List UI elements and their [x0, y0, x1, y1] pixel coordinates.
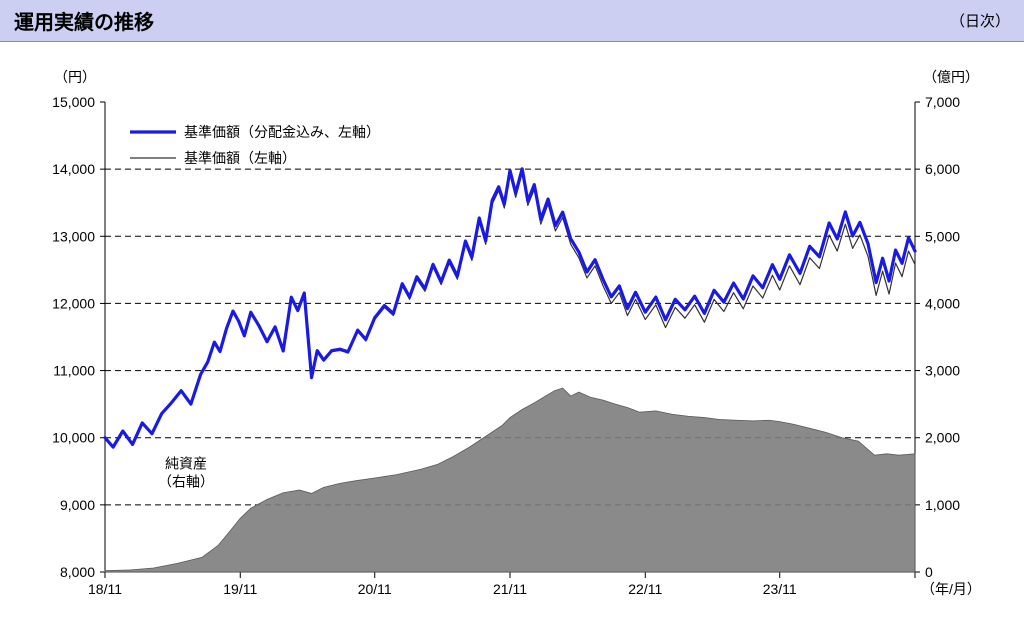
area-label: （右軸）	[158, 474, 214, 490]
page-title: 運用実績の推移	[14, 6, 154, 35]
y-left-tick-label: 9,000	[60, 497, 95, 513]
x-tick-label: 21/11	[493, 581, 527, 597]
performance-chart: 8,000 9,000 10,000 11,000 12,000 13,000 14,000…	[0, 42, 1024, 623]
y-left-tick-label: 13,000	[52, 228, 95, 244]
y-right-tick-label: 4,000	[925, 295, 960, 311]
y-right-tick-label: 5,000	[925, 228, 960, 244]
y-right-unit: （億円）	[923, 69, 979, 85]
x-tick-label: 23/11	[763, 581, 797, 597]
y-right-tick-label: 0	[925, 564, 933, 580]
nav-line	[105, 173, 915, 447]
legend-label: 基準価額（左軸）	[184, 150, 296, 166]
x-tick-label: 22/11	[628, 581, 662, 597]
y-right-tick-label: 2,000	[925, 430, 960, 446]
y-left-tick-label: 15,000	[52, 94, 95, 110]
area-label: 純資産	[165, 456, 207, 472]
x-tick-label: 18/11	[88, 581, 122, 597]
y-right-tick-label: 3,000	[925, 363, 960, 379]
chart-canvas: 8,000 9,000 10,000 11,000 12,000 13,000 14,000…	[0, 42, 1024, 623]
header-bar: 運用実績の推移 （日次）	[0, 0, 1024, 42]
y-right-tick-label: 7,000	[925, 94, 960, 110]
y-right-tick-label: 6,000	[925, 161, 960, 177]
y-right-tick-label: 1,000	[925, 497, 960, 513]
y-left-tick-label: 10,000	[52, 430, 95, 446]
y-left-unit: （円）	[54, 69, 96, 85]
x-tick-label: 19/11	[223, 581, 257, 597]
y-left-tick-label: 14,000	[52, 161, 95, 177]
y-left-tick-label: 11,000	[53, 363, 95, 379]
nav-with-dist-line	[105, 169, 915, 447]
x-tick-label: 20/11	[358, 581, 392, 597]
header-subtitle-right: （日次）	[950, 10, 1010, 31]
y-left-tick-label: 12,000	[52, 295, 95, 311]
legend-label: 基準価額（分配金込み、左軸）	[184, 124, 380, 140]
y-left-tick-label: 8,000	[60, 564, 95, 580]
x-axis-label: （年/月）	[921, 581, 981, 597]
net-assets-area	[105, 388, 915, 572]
